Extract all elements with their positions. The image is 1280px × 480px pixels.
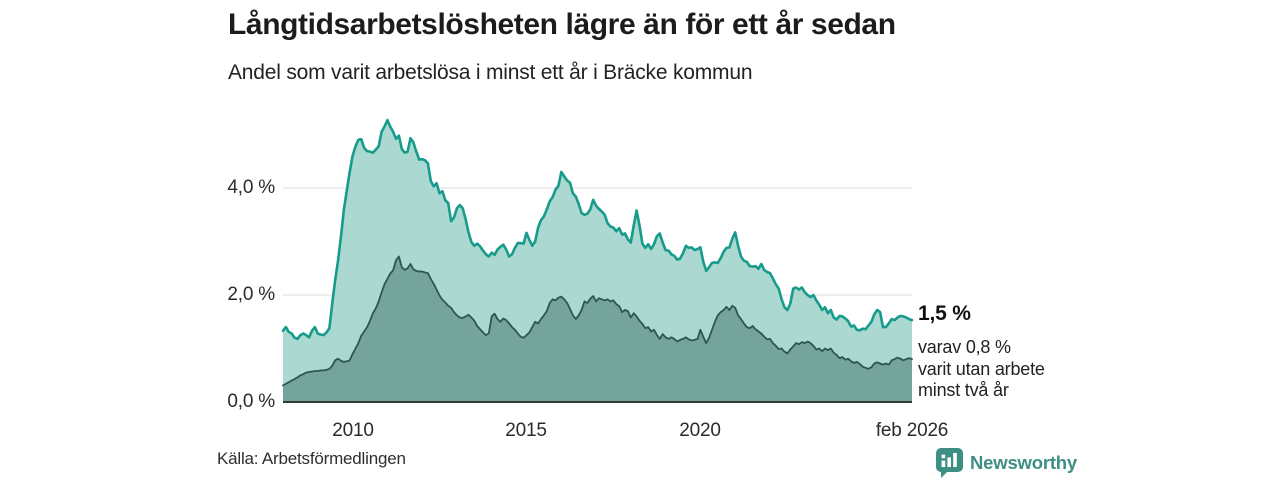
y-tick-label: 4,0 % [227,177,275,198]
latest-value-label: 1,5 % [918,302,971,325]
latest-value-note: varav 0,8 % varit utan arbete minst två … [918,337,1045,402]
newsworthy-wordmark: Newsworthy [970,452,1077,473]
y-tick-label: 2,0 % [227,284,275,305]
source-note: Källa: Arbetsförmedlingen [217,449,406,468]
chart-title: Långtidsarbetslösheten lägre än för ett … [228,8,896,41]
area-at-least-two-years [283,256,912,402]
x-tick-label: feb 2026 [875,420,949,441]
line-at-least-two-years [282,255,913,387]
note-line-2: varit utan arbete [918,358,1045,379]
note-line-3: minst två år [918,380,1009,400]
line-at-least-one-year [281,118,914,341]
x-tick-label: 2015 [505,420,547,441]
x-tick-label: 2020 [679,420,721,441]
x-tick-label: 2010 [332,420,374,441]
latest-value-annotation: 1,5 % varav 0,8 % varit utan arbete mins… [918,302,1045,402]
newsworthy-logo: Newsworthy [936,448,1077,478]
chart-subtitle: Andel som varit arbetslösa i minst ett å… [228,61,753,84]
y-tick-label: 0,0 % [227,391,275,412]
note-line-1: varav 0,8 % [918,337,1011,357]
area-series [281,118,914,402]
newsworthy-bubble-chart-icon [936,448,963,478]
